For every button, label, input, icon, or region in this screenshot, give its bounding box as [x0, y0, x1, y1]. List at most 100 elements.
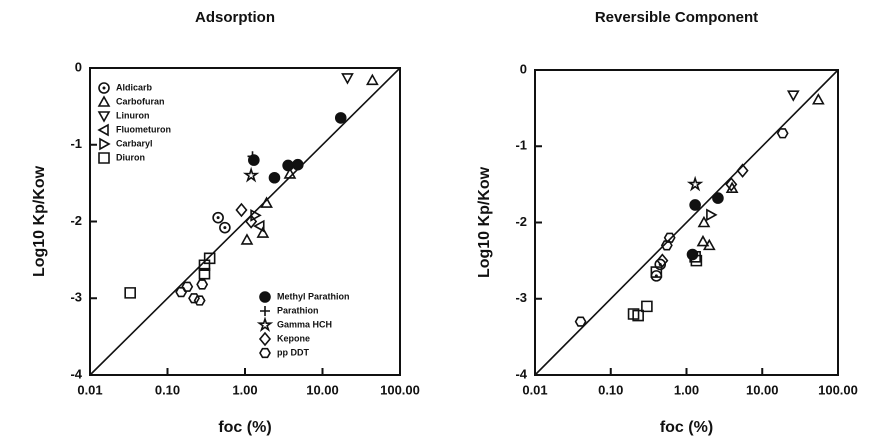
- point: [776, 128, 789, 139]
- point: [702, 238, 716, 251]
- point: [706, 208, 718, 222]
- reference-line: [534, 69, 839, 376]
- point-ring: [219, 221, 231, 234]
- point: [124, 287, 136, 299]
- point-ring: [212, 211, 224, 224]
- legend-label: Aldicarb: [116, 82, 153, 92]
- point: [641, 300, 653, 313]
- legend-swatch: [259, 291, 271, 303]
- y-tick-label: -2: [70, 213, 82, 228]
- x-axis-label: foc (%): [660, 419, 713, 436]
- point: [341, 73, 354, 85]
- point: [696, 234, 710, 247]
- point: [574, 316, 587, 327]
- y-axis-label: Log10 Kp/Kow: [31, 165, 48, 277]
- point: [248, 154, 260, 166]
- point: [283, 167, 297, 179]
- point: [240, 233, 254, 245]
- y-tick-label: -4: [70, 366, 82, 381]
- point: [256, 226, 270, 238]
- reference-line: [89, 67, 401, 376]
- legend-label: Fluometuron: [116, 124, 171, 134]
- legend-swatch: [256, 316, 274, 332]
- point: [193, 295, 206, 306]
- x-tick-label: 1.00: [232, 382, 257, 397]
- point: [736, 163, 749, 178]
- legend-label: Carbofuran: [116, 96, 165, 106]
- point: [663, 232, 676, 243]
- point: [656, 253, 669, 268]
- legend-swatch: [259, 347, 271, 359]
- point: [811, 93, 825, 105]
- legend-label: Linuron: [116, 110, 150, 120]
- point: [650, 270, 663, 282]
- point: [660, 240, 673, 251]
- y-tick-label: -2: [515, 214, 527, 229]
- point: [196, 279, 209, 290]
- x-tick-label: 10.00: [306, 382, 339, 397]
- point: [282, 159, 294, 172]
- point: [235, 202, 248, 218]
- x-tick-label: 0.10: [598, 382, 623, 397]
- y-tick-label: -3: [70, 290, 82, 305]
- legend-swatch: [260, 306, 270, 316]
- y-tick-label: 0: [75, 59, 82, 74]
- point: [725, 177, 738, 192]
- point: [627, 308, 640, 320]
- point: [291, 158, 304, 171]
- point: [242, 166, 260, 183]
- legend-swatch: [99, 137, 111, 151]
- legend-swatch: [97, 95, 111, 107]
- legend-swatch: [97, 123, 109, 137]
- point: [181, 281, 194, 292]
- point: [188, 293, 200, 304]
- legend-swatch: [97, 111, 111, 123]
- legend-label: Carbaryl: [116, 138, 153, 148]
- point-dot: [102, 86, 106, 90]
- y-tick-label: 0: [520, 61, 527, 76]
- y-tick-label: -3: [515, 290, 527, 305]
- point: [632, 309, 644, 322]
- point: [268, 171, 281, 184]
- legend-label: Diuron: [116, 152, 145, 162]
- x-tick-label: 100.00: [818, 382, 858, 397]
- legend-label: Parathion: [277, 305, 319, 315]
- point: [366, 73, 379, 86]
- point: [689, 199, 701, 211]
- x-tick-label: 1.00: [674, 382, 699, 397]
- point: [212, 211, 224, 224]
- point: [260, 196, 273, 208]
- y-axis-label: Log10 Kp/Kow: [476, 166, 493, 278]
- point: [245, 214, 258, 229]
- legend-swatch: [98, 82, 110, 94]
- chart-title: Reversible Component: [595, 9, 758, 26]
- x-axis-label: foc (%): [218, 419, 271, 436]
- x-tick-label: 10.00: [746, 382, 779, 397]
- x-tick-label: 0.01: [522, 382, 547, 397]
- point: [334, 112, 347, 124]
- legend-swatch: [258, 331, 272, 347]
- legend-label: Gamma HCH: [277, 319, 332, 329]
- y-tick-label: -1: [70, 136, 82, 151]
- point-ring: [654, 258, 667, 271]
- point: [219, 221, 231, 234]
- legend-swatch: [98, 152, 110, 164]
- y-tick-label: -1: [515, 138, 527, 153]
- point: [650, 266, 663, 278]
- x-tick-label: 0.10: [155, 382, 180, 397]
- point: [247, 151, 258, 162]
- chart-title: Adsorption: [195, 9, 275, 26]
- legend-label: Methyl Parathion: [277, 291, 350, 301]
- x-tick-label: 0.01: [77, 382, 102, 397]
- point: [253, 219, 265, 233]
- point: [175, 286, 188, 298]
- point: [686, 175, 704, 192]
- legend-label: pp DDT: [277, 347, 309, 357]
- legend-label: Kepone: [277, 333, 310, 343]
- point-ring: [98, 82, 110, 94]
- y-tick-label: -4: [515, 366, 527, 381]
- point-dot: [216, 216, 220, 220]
- point: [712, 192, 724, 204]
- point: [686, 248, 699, 261]
